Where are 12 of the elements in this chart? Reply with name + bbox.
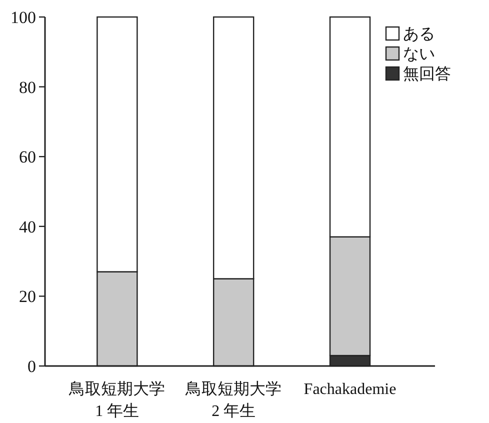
y-tick-label: 40 bbox=[19, 217, 36, 236]
y-tick-label: 80 bbox=[19, 78, 36, 97]
x-tick-label: Fachakademie bbox=[304, 381, 396, 398]
y-tick-label: 20 bbox=[19, 287, 36, 306]
x-tick-label: 鳥取短期大学 2 年生 bbox=[184, 380, 282, 420]
y-tick-label: 0 bbox=[28, 357, 36, 376]
y-tick-label: 60 bbox=[19, 148, 36, 167]
legend-label: 無回答 bbox=[403, 66, 451, 83]
legend-label: ない bbox=[403, 46, 435, 63]
y-tick-label: 100 bbox=[10, 8, 36, 27]
legend-label: ある bbox=[403, 26, 435, 43]
x-tick-label: 鳥取短期大学 1 年生 bbox=[68, 380, 166, 420]
